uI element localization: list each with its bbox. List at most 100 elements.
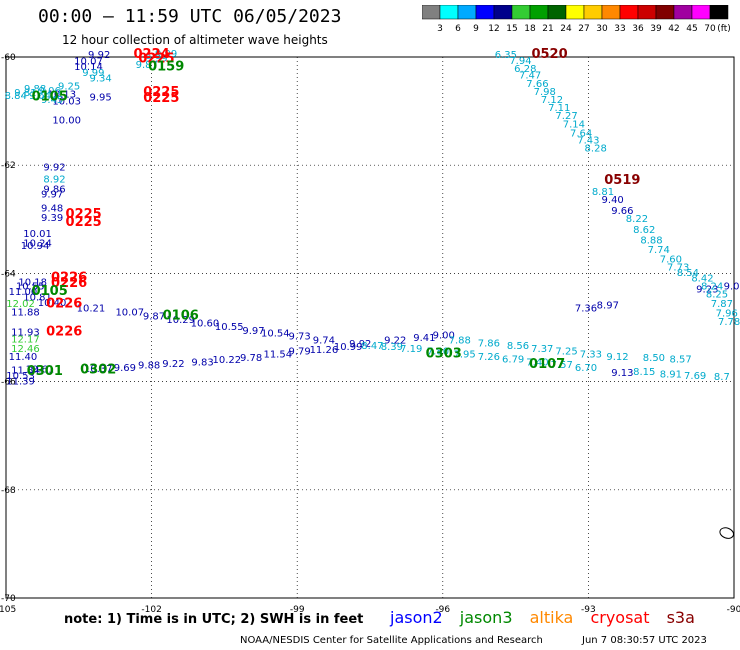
swh-point-jason2: 10.07 (74, 57, 103, 68)
swh-point-jason2: 9.92 (349, 339, 371, 350)
swh-point-jason2: 9.41 (413, 333, 435, 344)
swh-point-s3a: 9.06 (39, 86, 61, 97)
swh-point-jason3: 12.02 (6, 299, 35, 310)
swh-point-jason2: 9.00 (433, 330, 455, 341)
y-tick-label: -64 (1, 269, 16, 279)
swh-point-s3a: 9.64 (29, 91, 51, 102)
swh-point-s3a: 8.25 (706, 290, 728, 301)
swh-point-jason2: 10.18 (18, 277, 47, 288)
pass-time-label: 0301 (27, 364, 63, 379)
legend-jason3: jason3 (459, 608, 513, 627)
swh-point-jason2: 9.22 (162, 359, 184, 370)
swh-point-jason2: 11.00 (9, 287, 38, 298)
legend-s3a: s3a (666, 608, 695, 627)
swh-point-jason2: 10.13 (47, 90, 76, 101)
colorbar-tick-label: 45 (686, 24, 697, 34)
colorbar-tick-label: 12 (488, 24, 499, 34)
swh-point-s3a: 9.99 (155, 49, 177, 60)
swh-point-jason2: 11.54 (263, 349, 292, 360)
swh-point-s3a: 7.69 (684, 371, 706, 382)
swh-point-jason2: 10.29 (166, 315, 195, 326)
swh-point-jason2: 10.40 (38, 298, 67, 309)
swh-point-jason2: 11.93 (11, 328, 40, 339)
x-tick-label: -96 (435, 605, 450, 615)
swh-point-jason2: 10.24 (23, 238, 52, 249)
swh-point-s3a: 7.95 (454, 349, 476, 360)
swh-point-s3a: 7.96 (716, 309, 738, 320)
colorbar-tick-label: 6 (455, 24, 461, 34)
swh-point-jason2: 9.97 (41, 190, 63, 201)
swh-point-jason2: 10.81 (23, 292, 52, 303)
swh-point-jason2: 10.54 (261, 329, 290, 340)
swh-point-s3a: 8.91 (660, 369, 682, 380)
swh-point-s3a: 6.28 (514, 64, 536, 75)
swh-point-jason2: 9.23 (696, 284, 718, 295)
swh-point-s3a: 9.12 (606, 352, 628, 363)
swh-point-jason2: 9.39 (41, 213, 63, 224)
pass-time-label: 0225 (66, 207, 102, 222)
pass-time-label: 0226 (51, 271, 87, 286)
swh-point-jason2: 10.99 (334, 342, 363, 353)
swh-point-s3a: 9.45 (41, 95, 63, 106)
swh-point-s3a: 7.27 (555, 111, 577, 122)
swh-point-s3a: 8.84 (5, 91, 27, 102)
swh-point-s3a: 9.25 (58, 81, 80, 92)
credit-text: NOAA/NESDIS Center for Satellite Applica… (240, 635, 543, 646)
swh-point-jason2: 11.39 (6, 376, 35, 387)
swh-point-s3a: 8.7 (714, 372, 730, 383)
swh-point-jason2: 10.55 (215, 322, 244, 333)
colorbar-tick-label: 18 (524, 24, 536, 34)
swh-point-s3a: 8.54 (677, 268, 699, 279)
colorbar-swatch (709, 5, 729, 20)
swh-point-s3a: 7.14 (563, 119, 585, 130)
colorbar-tick-label: 70 (704, 24, 716, 34)
pass-time-label: 0226 (46, 296, 82, 311)
swh-point-s3a: 7.74 (648, 245, 670, 256)
pass-time-label: 0520 (531, 47, 567, 62)
pass-time-label: 0302 (80, 362, 116, 377)
swh-point-s3a: 9.99 (145, 53, 167, 64)
swh-point-jason2: 10.01 (23, 229, 52, 240)
swh-point-jason2: 9.92 (43, 163, 65, 174)
swh-point-jason2: 8.92 (43, 175, 65, 186)
y-tick-label: -68 (1, 486, 16, 496)
swh-point-s3a: 8.47 (361, 341, 383, 352)
pass-time-label: 0225 (66, 215, 102, 230)
legend-cryosat: cryosat (590, 608, 650, 627)
swh-point-s3a: 8.28 (585, 144, 607, 155)
swh-point-jason2: 9.79 (288, 347, 310, 358)
swh-point-s3a: 7.19 (400, 344, 422, 355)
swh-point-s3a: 7.37 (531, 344, 553, 355)
y-tick-label: -62 (1, 161, 16, 171)
swh-point-s3a: 8.24 (701, 282, 723, 293)
y-tick-label: -70 (1, 594, 16, 604)
swh-point-s3a: 6.79 (502, 355, 524, 366)
swh-point-jason2: 10.37 (84, 364, 113, 375)
legend-jason2: jason2 (390, 608, 443, 627)
colorbar-tick-label: 27 (578, 24, 589, 34)
y-tick-label: -60 (1, 53, 16, 63)
x-tick-label: -105 (0, 605, 16, 615)
swh-point-jason2: 9.74 (313, 336, 335, 347)
swh-point-jason2: 10.21 (77, 303, 106, 314)
pass-time-label: 0225 (143, 85, 179, 100)
swh-point-s3a: 8.56 (507, 341, 529, 352)
timestamp-text: Jun 7 08:30:57 UTC 2023 (582, 635, 707, 646)
colorbar-tick-label: 24 (560, 24, 572, 34)
footnote: note: 1) Time is in UTC; 2) SWH is in fe… (64, 612, 364, 627)
colorbar: 3 6 9 12 15 18 21 24 27 30 33 36 39 42 45 70 (ft) (422, 5, 731, 34)
swh-point-s3a: 9.81 (14, 88, 36, 99)
swh-point-jason2: 9.73 (288, 331, 310, 342)
swh-point-jason2: 9.86 (43, 184, 65, 195)
pass-time-label: 0105 (32, 89, 68, 104)
swh-point-jason2: 10.53 (6, 371, 35, 382)
swh-point-jason3: 12.17 (11, 335, 40, 346)
legend-altika: altika (529, 608, 574, 627)
swh-point-s3a: 9.99 (82, 68, 104, 79)
swh-point-s3a: 7.43 (577, 136, 599, 147)
swh-point-jason2: 9.0 (724, 282, 740, 293)
colorbar-tick-label: 33 (614, 24, 625, 34)
swh-point-s3a: 7.64 (570, 129, 592, 140)
swh-point-jason2: 9.66 (611, 206, 633, 217)
